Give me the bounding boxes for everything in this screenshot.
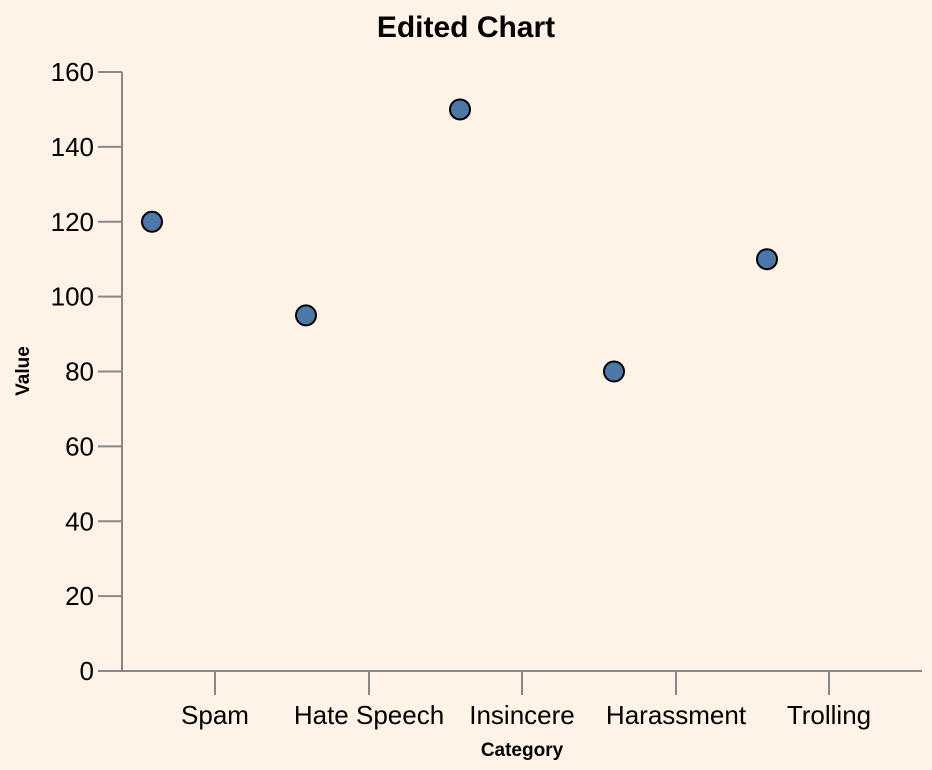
y-tick-label: 0 xyxy=(80,656,94,686)
data-point[interactable] xyxy=(449,98,471,121)
x-tick-label: Spam xyxy=(181,700,249,730)
y-axis-title: Value xyxy=(13,346,34,396)
y-tick-label: 80 xyxy=(65,357,94,387)
data-point[interactable] xyxy=(141,210,163,233)
data-point[interactable] xyxy=(603,360,625,383)
y-tick-label: 140 xyxy=(51,132,94,162)
data-point[interactable] xyxy=(295,304,317,327)
y-tick-label: 60 xyxy=(65,431,94,461)
y-tick-label: 160 xyxy=(51,57,94,87)
y-tick-label: 20 xyxy=(65,581,94,611)
x-axis: Spam Hate Speech Insincere Harassment Trolli… xyxy=(122,670,922,730)
data-point[interactable] xyxy=(756,248,778,271)
data-points xyxy=(141,98,778,383)
y-tick-label: 100 xyxy=(51,282,94,312)
x-tick-label: Trolling xyxy=(787,700,871,730)
chart-title: Edited Chart xyxy=(377,11,555,44)
x-axis-title: Category xyxy=(481,740,564,761)
x-tick-label: Harassment xyxy=(606,700,747,730)
x-tick-label: Insincere xyxy=(469,700,575,730)
y-tick-label: 120 xyxy=(51,207,94,237)
x-tick-label: Hate Speech xyxy=(294,700,444,730)
y-tick-label: 40 xyxy=(65,506,94,536)
y-axis: 0 20 40 60 80 100 120 140 160 xyxy=(51,57,123,686)
